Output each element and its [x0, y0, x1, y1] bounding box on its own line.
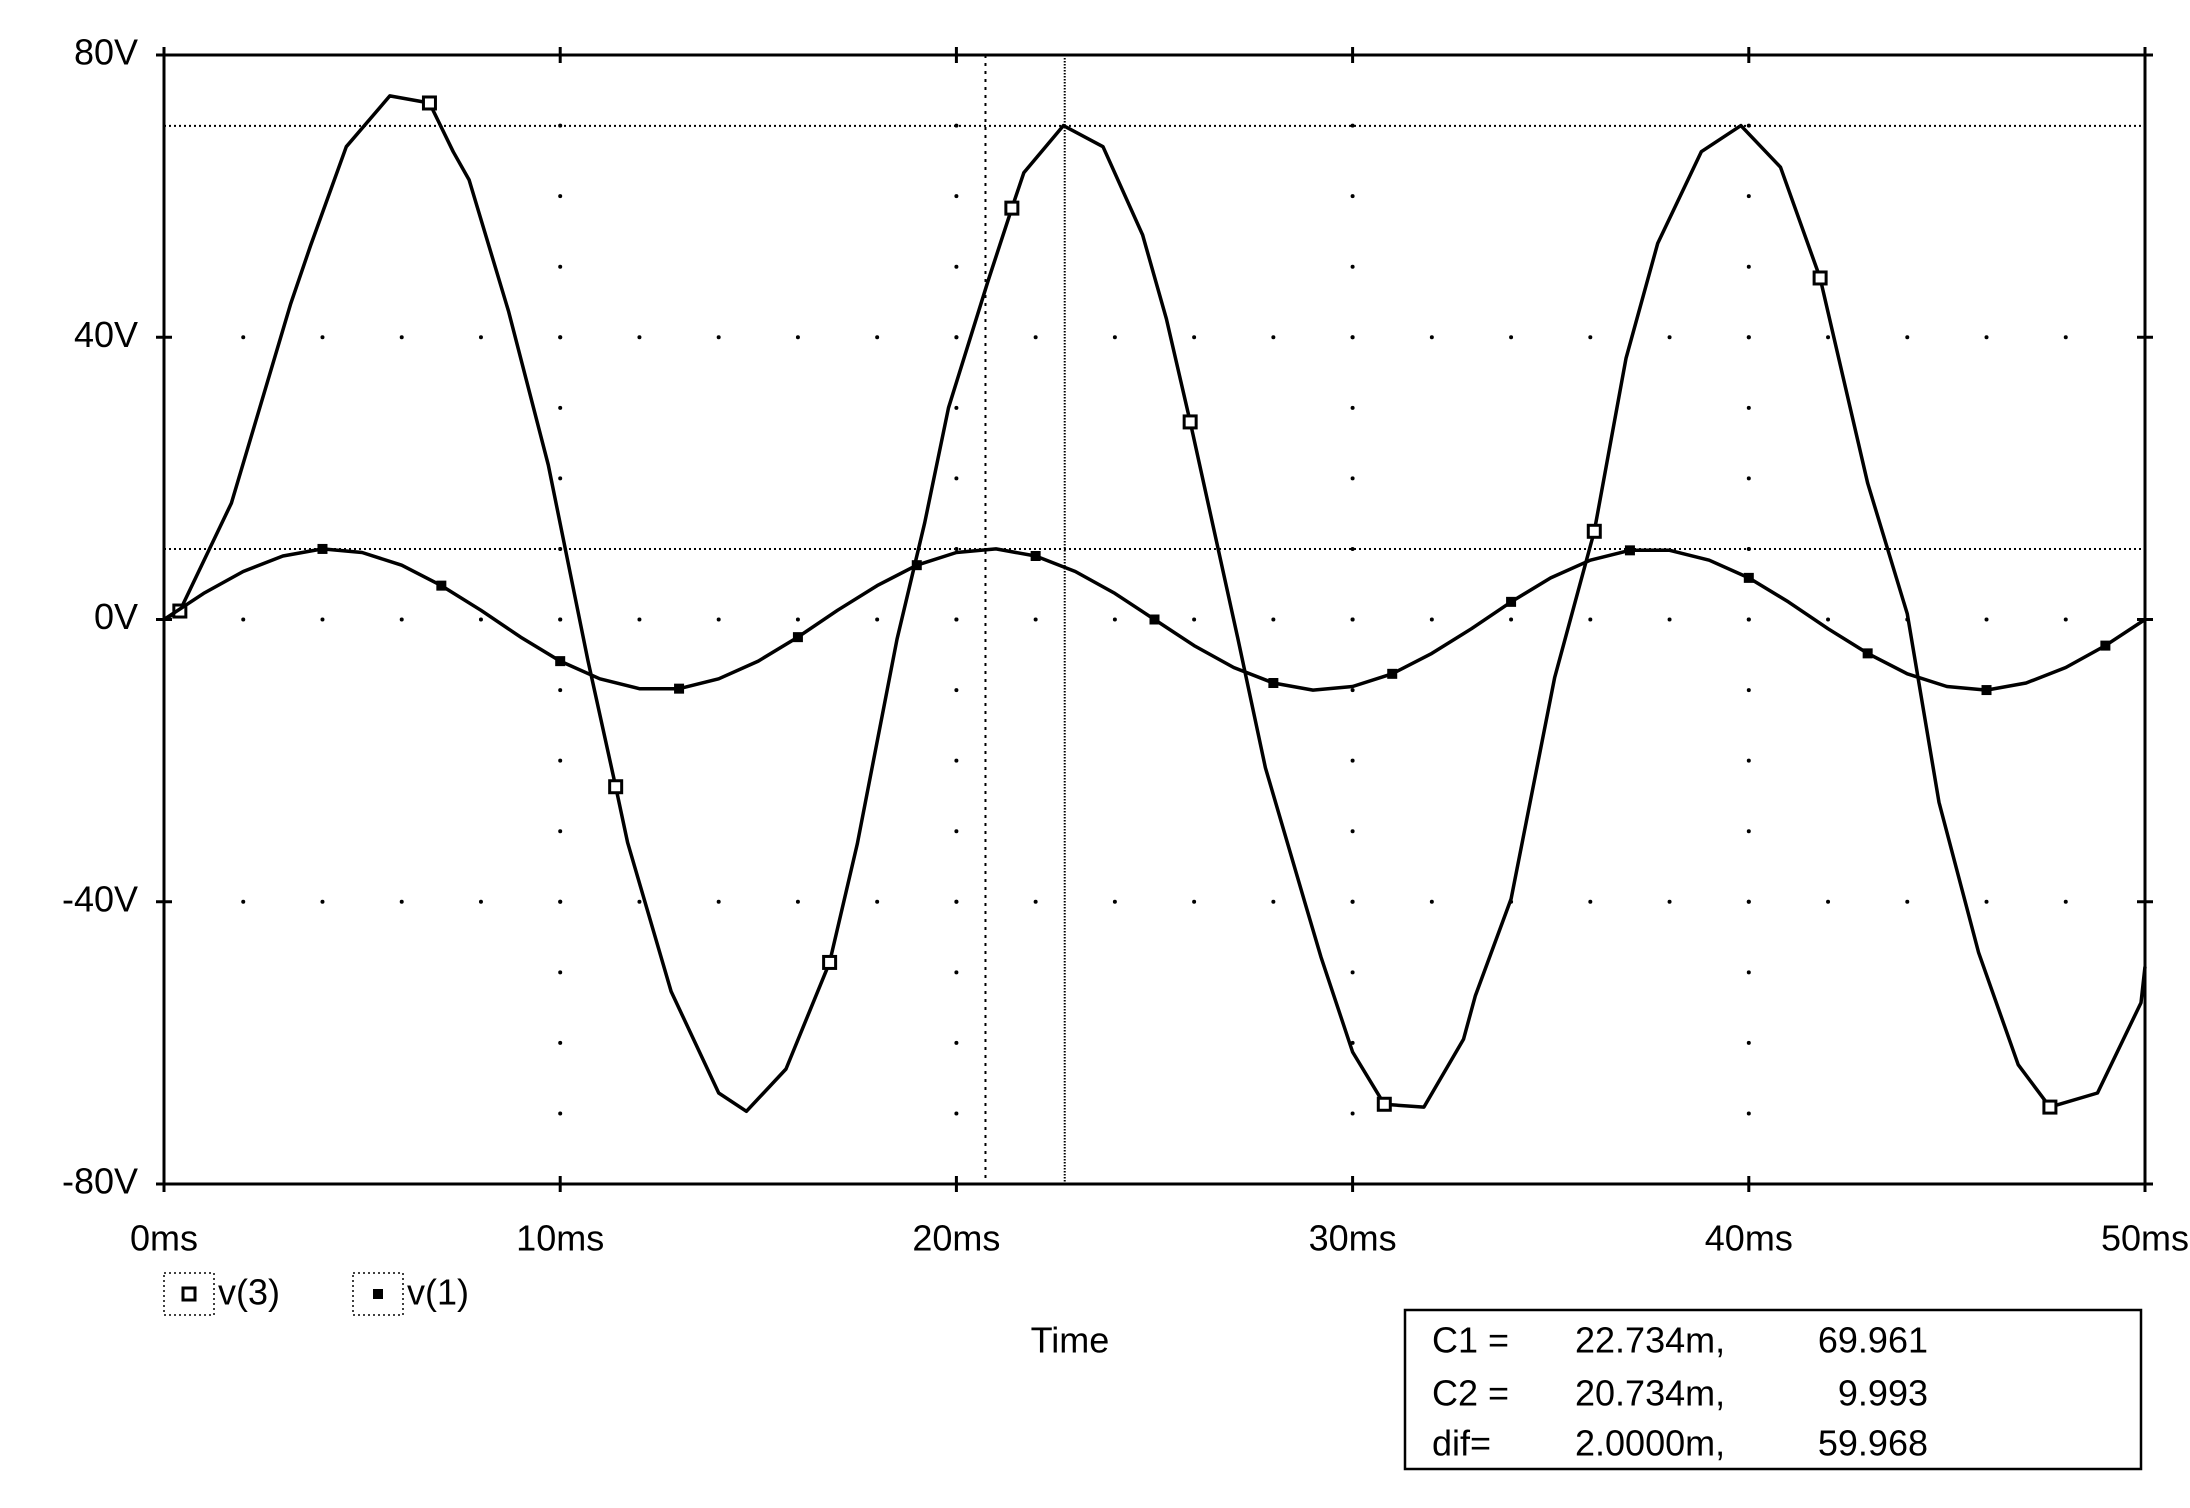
- marker: [1624, 545, 1635, 556]
- legend-marker: [181, 1286, 197, 1302]
- marker: [555, 656, 566, 667]
- x-tick-label: 50ms: [2101, 1218, 2189, 1259]
- series-line: [163, 94, 2147, 1114]
- y-tick-label: 0V: [94, 596, 138, 637]
- marker: [911, 560, 922, 571]
- legend-box: [163, 1272, 215, 1316]
- x-tick-label: 0ms: [130, 1218, 198, 1259]
- marker: [1376, 1096, 1392, 1112]
- marker: [2042, 1099, 2058, 1115]
- marker: [436, 580, 447, 591]
- cursor-y: 9.993: [1838, 1373, 1928, 1414]
- marker: [1149, 614, 1160, 625]
- cursor-box: [1403, 1308, 2143, 1471]
- x-axis-label: Time: [1031, 1320, 1110, 1361]
- x-tick-label: 40ms: [1705, 1218, 1793, 1259]
- legend-label: v(3): [218, 1272, 280, 1313]
- marker: [674, 683, 685, 694]
- y-tick-label: 80V: [74, 32, 138, 73]
- marker: [1981, 685, 1992, 696]
- cursor-y: 69.961: [1818, 1320, 1928, 1361]
- cursor-x: 20.734m,: [1575, 1373, 1725, 1414]
- cursor-x: 2.0000m,: [1575, 1423, 1725, 1464]
- marker: [608, 779, 624, 795]
- y-tick-label: 40V: [74, 314, 138, 355]
- marker: [421, 95, 437, 111]
- legend-box: [352, 1272, 404, 1316]
- marker: [1586, 523, 1602, 539]
- marker: [1182, 414, 1198, 430]
- cursor-name: C1 =: [1432, 1320, 1509, 1361]
- marker: [1862, 648, 1873, 659]
- marker: [1268, 678, 1279, 689]
- marker: [1812, 270, 1828, 286]
- marker: [1387, 668, 1398, 679]
- marker: [1004, 200, 1020, 216]
- x-tick-label: 30ms: [1309, 1218, 1397, 1259]
- x-tick-label: 10ms: [516, 1218, 604, 1259]
- marker: [317, 543, 328, 554]
- marker: [1506, 596, 1517, 607]
- marker: [1030, 550, 1041, 561]
- x-tick-label: 20ms: [912, 1218, 1000, 1259]
- cursor-name: dif=: [1432, 1423, 1491, 1464]
- legend-marker: [373, 1289, 383, 1299]
- cursor-name: C2 =: [1432, 1373, 1509, 1414]
- marker: [1743, 572, 1754, 583]
- marker: [2100, 640, 2111, 651]
- marker: [822, 954, 838, 970]
- y-tick-label: -80V: [62, 1161, 138, 1202]
- y-tick-label: -40V: [62, 878, 138, 919]
- legend-label: v(1): [407, 1272, 469, 1313]
- marker: [792, 632, 803, 643]
- cursor-x: 22.734m,: [1575, 1320, 1725, 1361]
- cursor-y: 59.968: [1818, 1423, 1928, 1464]
